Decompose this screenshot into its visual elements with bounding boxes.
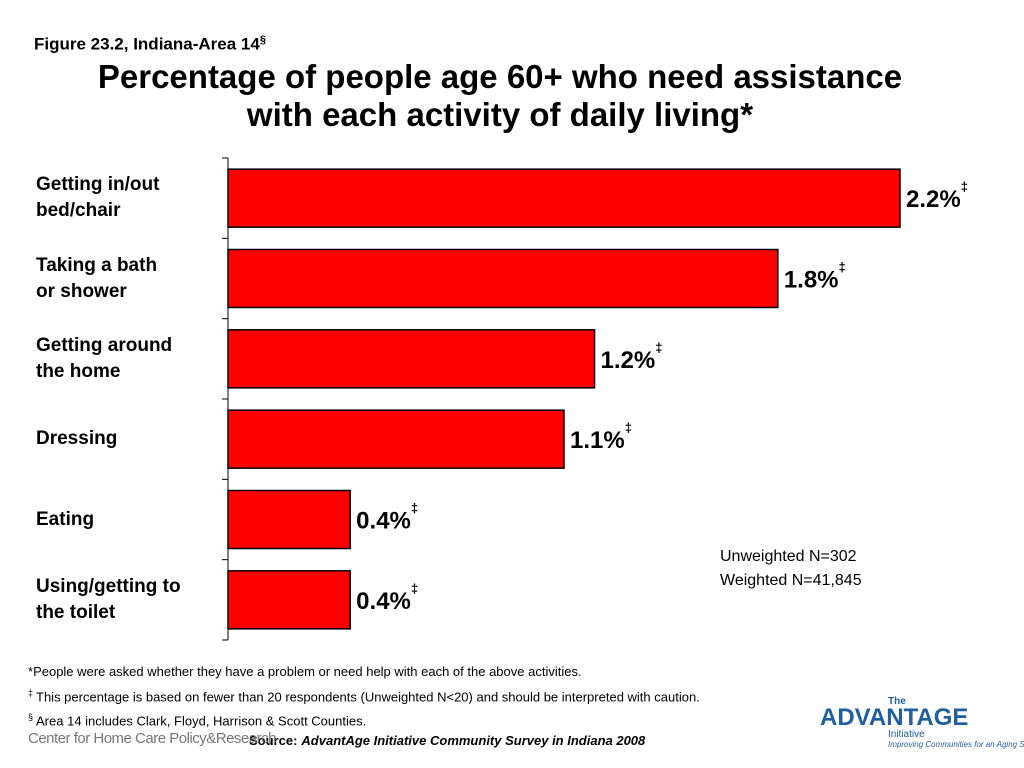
value-label-mark: ‡	[411, 581, 418, 596]
value-label: 1.2%‡	[601, 340, 663, 374]
value-label-text: 0.4%	[356, 508, 411, 535]
value-label-text: 0.4%	[356, 588, 411, 615]
footnote-mark: *	[28, 664, 34, 679]
footnote-text: People were asked whether they have a pr…	[33, 664, 582, 679]
category-label: Getting around the home	[36, 334, 173, 382]
category-label: Taking a bath or shower	[36, 254, 158, 302]
bar	[227, 248, 779, 309]
annotation: Unweighted N=302	[720, 548, 857, 565]
footnote-mark: ‡	[28, 688, 34, 698]
value-label: 1.1%‡	[570, 420, 632, 454]
category-label: Using/getting to the toilet	[36, 575, 181, 623]
logo-name: ADVANTAGE	[820, 704, 969, 731]
category-label: Getting in/out bed/chair	[36, 174, 160, 222]
source-text: AdvantAge Initiative Community Survey in…	[301, 733, 646, 748]
footnote-text: Area 14 includes Clark, Floyd, Harrison …	[36, 713, 367, 729]
logo-left: Center for Home Care Policy&Research	[28, 730, 276, 747]
source-label: Source:	[249, 733, 298, 748]
value-label: 1.8%‡	[784, 260, 846, 294]
value-label-mark: ‡	[839, 260, 846, 275]
footnote-mark: §	[28, 712, 34, 722]
footnote-text: This percentage is based on fewer than 2…	[36, 689, 700, 705]
logo-sub: Initiative	[888, 729, 925, 740]
chart-title: Percentage of people age 60+ who need as…	[97, 58, 903, 133]
value-label-text: 1.1%	[570, 427, 625, 454]
bar	[227, 489, 351, 550]
figure-label: Figure 23.2, Indiana-Area 14§	[34, 34, 266, 55]
value-label-mark: ‡	[411, 501, 418, 516]
logo-top: The	[888, 696, 906, 707]
category-label: Eating	[36, 508, 95, 530]
value-label-text: 1.8%	[784, 267, 839, 294]
value-label: 2.2%‡	[906, 179, 968, 213]
figure-label-text: Figure 23.2, Indiana-Area 14	[34, 34, 260, 54]
logo-right: The ADVANTAGE Initiative Improving Commu…	[820, 696, 1024, 749]
value-label-mark: ‡	[961, 179, 968, 194]
bar	[227, 570, 351, 630]
bar	[227, 329, 596, 389]
footnote: § Area 14 includes Clark, Floyd, Harrison…	[28, 712, 366, 728]
value-label-text: 1.2%	[601, 347, 656, 374]
logo-tagline: Improving Communities for an Aging Socie…	[888, 740, 1024, 749]
value-label-text: 2.2%	[906, 186, 961, 213]
bar	[227, 409, 565, 469]
value-label: 0.4%‡	[356, 501, 418, 535]
bar	[227, 168, 901, 228]
category-label: Dressing	[36, 428, 118, 450]
source: Source: AdvantAge Initiative Community Su…	[249, 733, 645, 748]
value-label: 0.4%‡	[356, 581, 418, 615]
footnote: *People were asked whether they have a p…	[28, 664, 582, 679]
value-label-mark: ‡	[655, 340, 662, 355]
footnote: ‡ This percentage is based on fewer than …	[28, 688, 700, 704]
value-label-mark: ‡	[625, 420, 632, 435]
annotation: Weighted N=41,845	[720, 572, 862, 589]
figure-label-mark: §	[259, 34, 266, 46]
